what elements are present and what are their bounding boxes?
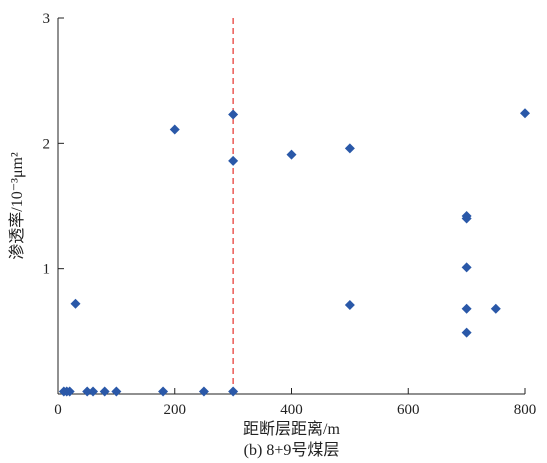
x-axis-label: 距断层距离/m [243, 420, 340, 438]
data-point-19 [461, 262, 472, 273]
y-axis-label: 渗透率/10⁻³μm² [8, 152, 26, 260]
data-point-4 [82, 386, 93, 397]
data-point-15 [344, 143, 355, 154]
data-point-9 [169, 124, 180, 135]
plot-frame [57, 18, 525, 395]
y-tick-label-2: 3 [43, 11, 51, 27]
data-point-3 [70, 298, 81, 309]
x-tick-label-3: 600 [397, 402, 420, 418]
data-point-10 [198, 386, 209, 397]
data-point-5 [88, 386, 99, 397]
data-point-2 [64, 386, 75, 397]
x-tick-label-1: 200 [164, 402, 187, 418]
data-point-21 [461, 327, 472, 338]
y-tick-label-1: 2 [43, 136, 51, 152]
chart-caption: (b) 8+9号煤层 [244, 441, 340, 459]
y-tick-label-0: 1 [43, 262, 51, 278]
data-point-8 [158, 386, 169, 397]
data-points [58, 108, 530, 397]
data-point-20 [461, 303, 472, 314]
axis-ticks: 0 200 400 600 800 1 2 3 [43, 11, 537, 418]
data-point-22 [490, 303, 501, 314]
data-point-16 [344, 300, 355, 311]
data-point-23 [520, 108, 530, 119]
data-point-14 [286, 149, 297, 160]
data-point-13 [228, 109, 239, 120]
data-point-11 [228, 386, 239, 397]
x-tick-label-0: 0 [54, 402, 62, 418]
data-point-7 [111, 386, 122, 397]
data-point-18 [461, 213, 472, 224]
x-tick-label-4: 800 [514, 402, 537, 418]
x-tick-label-2: 400 [280, 402, 303, 418]
data-point-12 [228, 155, 239, 166]
data-point-6 [99, 386, 110, 397]
